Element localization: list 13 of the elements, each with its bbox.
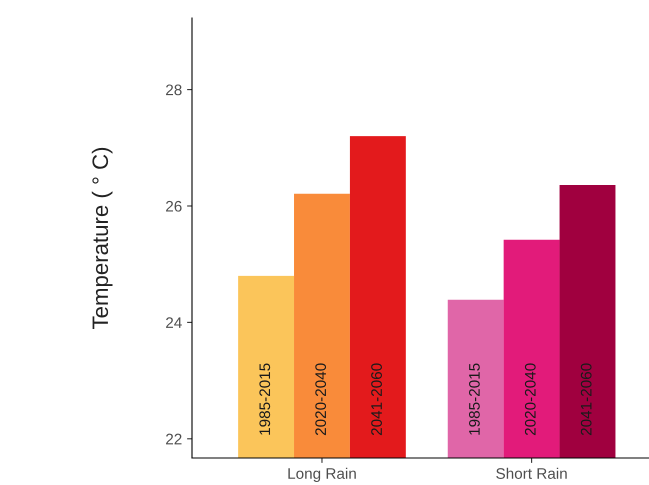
text: 2041-2060: [580, 363, 592, 436]
x-tick-label: Long Rain: [288, 468, 356, 482]
y-tick-label: 22: [166, 434, 182, 444]
y-axis-title: Temperature ( ° C): [92, 148, 113, 329]
series-label: 2020-2040: [315, 363, 326, 436]
x-tick-label: Short Rain: [496, 468, 567, 479]
y-tick-label: 26: [166, 200, 182, 212]
series-label: 1985-2015: [259, 363, 270, 435]
text: 2020-2040: [524, 363, 536, 436]
text: 1985-2015: [468, 363, 480, 435]
series-label: 2041-2060: [371, 363, 382, 436]
y-tick-label: 28: [166, 84, 182, 96]
y-tick-label: 24: [166, 317, 182, 328]
